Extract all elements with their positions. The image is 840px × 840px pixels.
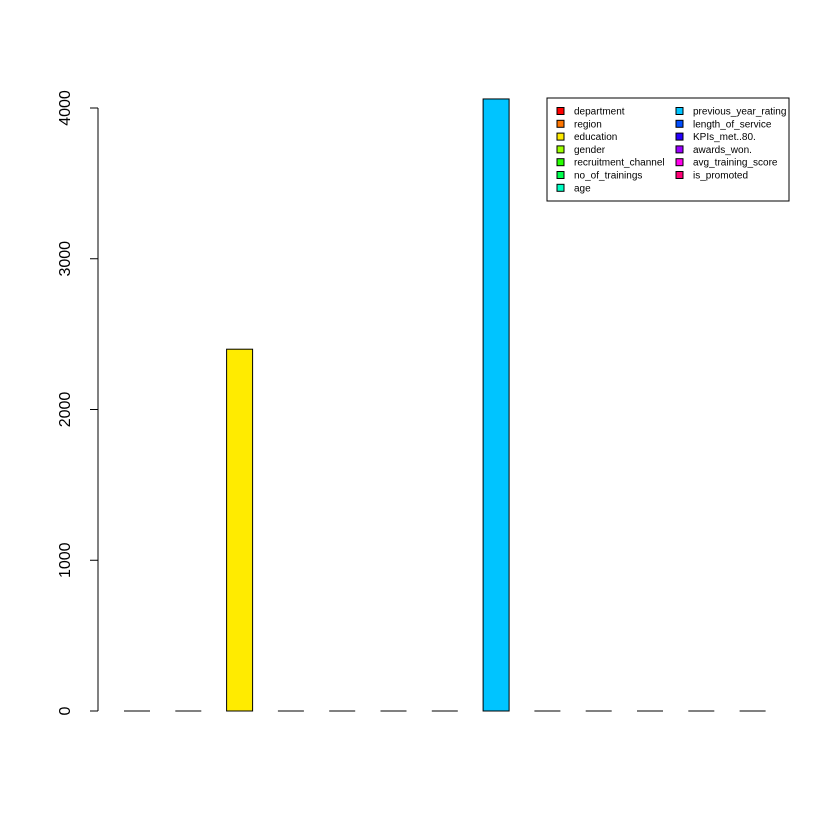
legend-label-age: age [574, 183, 591, 194]
legend-label-is_promoted: is_promoted [693, 171, 748, 182]
legend-swatch-length_of_service [675, 119, 684, 128]
legend-swatch-avg_training_score [675, 158, 684, 167]
legend-swatch-education [556, 132, 565, 141]
legend-swatch-gender [556, 145, 565, 154]
legend-swatch-department [556, 107, 565, 115]
legend-label-region: region [574, 119, 602, 130]
legend-swatch-is_promoted [675, 171, 684, 179]
legend-swatch-no_of_trainings [556, 171, 565, 179]
legend-swatch-recruitment_channel [556, 158, 565, 167]
legend-label-gender: gender [574, 145, 606, 156]
y-tick-label: 0 [57, 706, 74, 715]
legend-swatch-KPIs_met..80. [675, 132, 684, 141]
legend-label-education: education [574, 132, 617, 143]
y-tick-label: 1000 [57, 542, 74, 578]
bars [124, 98, 766, 712]
y-tick-label: 4000 [57, 90, 74, 126]
legend-swatch-previous_year_rating [675, 107, 684, 115]
legend-label-no_of_trainings: no_of_trainings [574, 171, 642, 182]
legend-label-avg_training_score: avg_training_score [693, 158, 778, 169]
legend-label-length_of_service: length_of_service [693, 119, 772, 130]
legend-label-KPIs_met..80.: KPIs_met..80. [693, 132, 756, 143]
bar-previous_year_rating [482, 98, 510, 712]
y-axis: 0 1000 2000 3000 4000 [57, 90, 99, 715]
legend-label-previous_year_rating: previous_year_rating [693, 107, 786, 118]
legend-swatch-age [556, 183, 565, 192]
y-tick-label: 2000 [57, 392, 74, 428]
legend-label-awards_won.: awards_won. [693, 145, 752, 156]
legend-swatch-region [556, 119, 565, 128]
bar-education [226, 348, 254, 712]
y-tick-label: 3000 [57, 241, 74, 277]
legend-box [546, 97, 790, 202]
legend-swatch-awards_won. [675, 145, 684, 154]
legend-label-department: department [574, 107, 625, 118]
legend-label-recruitment_channel: recruitment_channel [574, 158, 665, 169]
